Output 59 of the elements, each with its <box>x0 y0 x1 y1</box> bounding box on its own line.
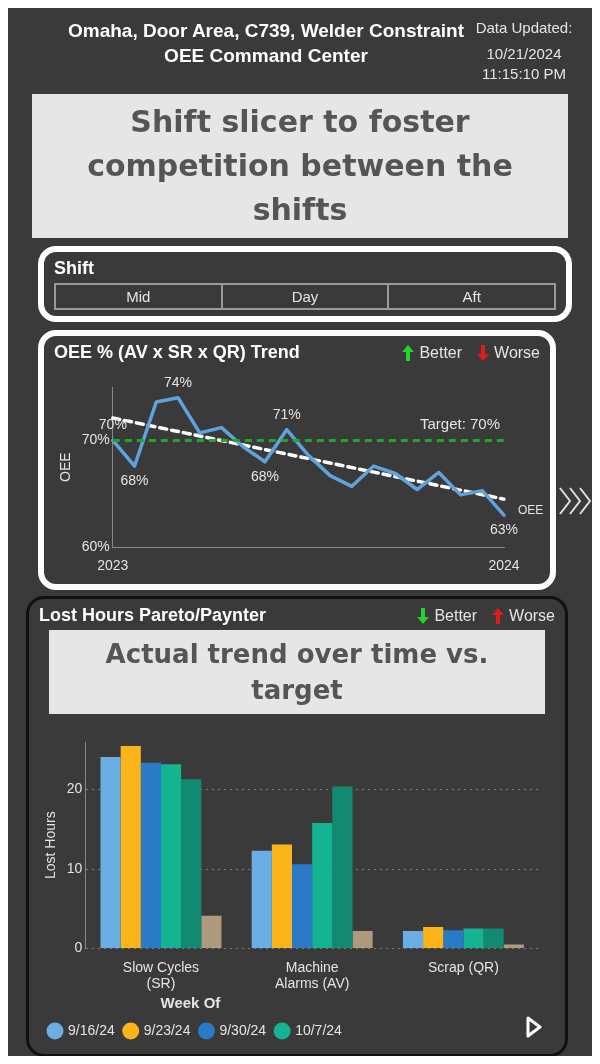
legend-title: Week Of <box>160 993 222 1011</box>
bar <box>201 915 222 948</box>
text: Better <box>434 606 478 625</box>
text: Worse <box>494 343 540 362</box>
bar <box>271 844 293 948</box>
bar <box>443 930 464 948</box>
bar <box>312 822 333 948</box>
y-tick-label: 20 <box>66 780 83 797</box>
bar <box>100 757 121 948</box>
chart-title: OEE % (AV x SR x QR) Trend <box>54 342 301 363</box>
text: Better <box>419 343 463 362</box>
legend-label: 9/16/24 <box>68 1021 115 1038</box>
data-label: 68% <box>250 467 279 484</box>
bar <box>292 864 313 948</box>
bar <box>332 786 353 948</box>
text: Shift slicer to foster competition between the shifts <box>32 94 568 238</box>
text: Worse <box>509 606 555 625</box>
y-tick-label: 70% <box>81 431 110 448</box>
bar <box>503 944 524 948</box>
text: Data Updated: <box>474 18 574 38</box>
y-axis-title: OEE <box>57 452 74 482</box>
text: Omaha, Door Area, C739, Welder Constraint OEE Command Center <box>68 19 464 68</box>
legend-label: 9/30/24 <box>219 1021 267 1038</box>
chart-title: Lost Hours Pareto/Paynter <box>39 605 268 626</box>
text: 11:15:10 PM <box>481 64 567 84</box>
text: Mid <box>125 287 152 307</box>
text: Shift <box>54 258 95 279</box>
bar <box>181 779 202 948</box>
bar <box>160 764 182 948</box>
x-tick-label: 2024 <box>488 557 520 574</box>
data-label: 68% <box>120 471 149 488</box>
x-tick-label: Slow Cycles (SR) <box>122 958 200 992</box>
y-tick-label: 60% <box>81 538 110 555</box>
legend-label: 9/23/24 <box>143 1021 191 1038</box>
text: Aft <box>387 285 555 308</box>
x-tick-label: Scrap (QR) <box>428 958 499 975</box>
text: Day <box>220 285 388 308</box>
x-tick-label: 2023 <box>97 557 129 574</box>
bar <box>463 928 484 948</box>
bar <box>120 745 141 948</box>
data-label: 74% <box>164 373 193 390</box>
bar <box>140 762 161 948</box>
bar <box>483 928 504 948</box>
bar <box>251 850 272 948</box>
y-tick-label: 10 <box>66 859 83 876</box>
bar <box>402 930 424 948</box>
data-label: 71% <box>272 405 301 422</box>
y-tick-label: 0 <box>74 939 83 956</box>
data-label: 63% <box>489 521 519 538</box>
data-label: 70% <box>98 416 127 433</box>
bar <box>423 926 444 948</box>
text: 10/21/2024 <box>485 44 563 64</box>
x-tick-label: Machine Alarms (AV) <box>274 958 350 992</box>
series-label: OEE <box>518 503 544 518</box>
legend-label: 10/7/24 <box>295 1021 343 1038</box>
bar <box>352 930 373 948</box>
y-axis-title: Lost Hours <box>42 811 59 880</box>
text: Actual trend over time vs. target <box>49 630 545 714</box>
ref-line-label: Target: 70% <box>419 415 500 433</box>
